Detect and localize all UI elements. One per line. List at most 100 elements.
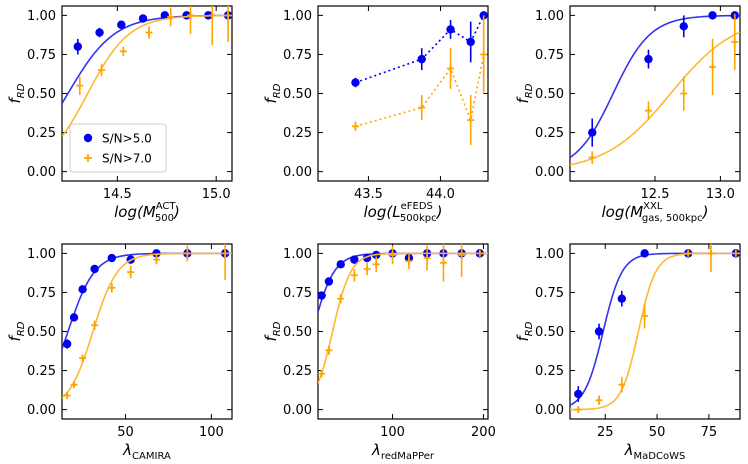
fit-curve-snr5 bbox=[62, 14, 232, 104]
y-tick-label: 0.25 bbox=[283, 126, 312, 141]
y-axis-label: fRD bbox=[6, 321, 27, 341]
fit-curve-snr7 bbox=[62, 14, 232, 137]
data-point-circle bbox=[138, 14, 148, 23]
y-tick-label: 0.00 bbox=[27, 403, 56, 418]
axes-frame bbox=[569, 5, 741, 182]
data-point-circle bbox=[317, 291, 326, 300]
panel-xxl: 0.00 0.25 0.50 0.75 1.00 12.5 13.0 fRD log(MXXL g… bbox=[514, 5, 741, 224]
y-axis-label: fRD bbox=[262, 83, 283, 103]
data-point-circle bbox=[679, 22, 688, 31]
data-point-circle bbox=[574, 389, 583, 399]
y-axis-label: fRD bbox=[6, 83, 27, 103]
x-tick-label: 25 bbox=[597, 425, 614, 440]
y-tick-label: 1.00 bbox=[27, 9, 56, 24]
x-tick-label: 12.5 bbox=[641, 187, 670, 202]
axes-frame bbox=[317, 243, 489, 420]
dotted-line-snr7 bbox=[355, 54, 485, 128]
x-tick-label: 50 bbox=[649, 425, 666, 440]
y-tick-label: 0.50 bbox=[535, 325, 564, 340]
axes-frame bbox=[317, 5, 489, 182]
y-tick-label: 0.25 bbox=[535, 364, 564, 379]
x-tick-label: 43.5 bbox=[354, 187, 383, 202]
y-tick-label: 1.00 bbox=[283, 247, 312, 262]
y-tick-label: 0.75 bbox=[535, 48, 564, 63]
x-tick-label: 15.0 bbox=[202, 187, 231, 202]
y-tick-label: 1.00 bbox=[535, 9, 564, 24]
x-tick-label: 50 bbox=[117, 425, 134, 440]
x-tick-label: 100 bbox=[199, 425, 224, 440]
y-tick-label: 0.25 bbox=[27, 364, 56, 379]
y-tick-label: 0.00 bbox=[283, 165, 312, 180]
y-tick-label: 0.75 bbox=[27, 286, 56, 301]
y-tick-label: 0.00 bbox=[535, 403, 564, 418]
y-tick-label: 1.00 bbox=[535, 247, 564, 262]
x-axis-label: λCAMIRA bbox=[122, 441, 171, 462]
x-axis-label: λMaDCoWS bbox=[624, 441, 686, 462]
y-tick-label: 0.50 bbox=[283, 325, 312, 340]
fit-curve-snr5 bbox=[62, 252, 232, 350]
y-tick-label: 1.00 bbox=[27, 247, 56, 262]
y-tick-label: 0.25 bbox=[283, 364, 312, 379]
y-tick-label: 0.50 bbox=[535, 87, 564, 102]
fit-curve-snr7 bbox=[62, 252, 232, 399]
data-point-circle bbox=[640, 249, 649, 258]
legend-label: S/N>7.0 bbox=[102, 152, 152, 166]
y-tick-label: 0.50 bbox=[283, 87, 312, 102]
data-point-circle bbox=[69, 313, 79, 322]
data-point-circle bbox=[446, 25, 455, 34]
panel-camira: 0.00 0.25 0.50 0.75 1.00 50 100 fRD λCAMIRA bbox=[6, 243, 233, 462]
y-tick-label: 0.75 bbox=[27, 48, 56, 63]
legend-label: S/N>5.0 bbox=[102, 132, 152, 146]
data-point-circle bbox=[117, 20, 126, 29]
data-point-circle bbox=[588, 128, 597, 137]
data-point-circle bbox=[62, 339, 72, 349]
data-point-circle bbox=[594, 327, 604, 336]
fit-curve-snr7 bbox=[570, 31, 740, 166]
y-tick-label: 0.50 bbox=[27, 325, 56, 340]
data-point-circle bbox=[90, 264, 99, 274]
fit-curve-snr5 bbox=[570, 14, 740, 159]
data-point-circle bbox=[95, 28, 104, 37]
data-point-circle bbox=[160, 11, 169, 20]
data-point-circle bbox=[617, 294, 627, 303]
legend-marker-circle bbox=[83, 133, 93, 143]
data-point-circle bbox=[73, 42, 83, 51]
y-tick-label: 0.00 bbox=[27, 165, 56, 180]
fit-curve-snr7 bbox=[318, 252, 488, 384]
y-tick-label: 0.75 bbox=[283, 286, 312, 301]
y-tick-label: 0.00 bbox=[283, 403, 312, 418]
panel-madcows: 0.00 0.25 0.50 0.75 1.00 25 50 75 fRD λMaDCoWS bbox=[514, 243, 741, 462]
data-point-circle bbox=[708, 11, 717, 20]
x-axis-label: log(MACT 500) bbox=[114, 201, 180, 224]
x-axis-label: λredMaPPer bbox=[371, 441, 435, 462]
data-point-circle bbox=[644, 54, 653, 64]
panel-redmapper: 0.00 0.25 0.50 0.75 1.00 100 200 fRD λredMaPPer bbox=[262, 243, 496, 462]
y-tick-label: 0.00 bbox=[535, 165, 564, 180]
data-point-circle bbox=[78, 285, 87, 294]
data-point-circle bbox=[417, 54, 426, 64]
axes-frame bbox=[61, 243, 233, 420]
x-tick-label: 100 bbox=[380, 425, 405, 440]
data-point-circle bbox=[351, 78, 360, 87]
data-point-circle bbox=[152, 249, 161, 258]
data-point-circle bbox=[350, 255, 359, 264]
y-tick-label: 0.25 bbox=[535, 126, 564, 141]
dotted-line-snr5 bbox=[355, 15, 485, 84]
y-tick-label: 0.25 bbox=[27, 126, 56, 141]
data-point-circle bbox=[107, 253, 116, 263]
legend: S/N>5.0 S/N>7.0 bbox=[69, 123, 167, 173]
panel-act: 0.00 0.25 0.50 0.75 1.00 14.5 15.0 fRD log(MACT 5… bbox=[6, 5, 233, 224]
data-point-circle bbox=[466, 37, 475, 47]
x-axis-label: log(LeFEDS 500kpc) bbox=[364, 201, 443, 224]
y-tick-label: 0.75 bbox=[535, 286, 564, 301]
x-tick-label: 14.5 bbox=[103, 187, 132, 202]
x-tick-label: 44.0 bbox=[426, 187, 455, 202]
y-tick-label: 0.50 bbox=[27, 87, 56, 102]
x-tick-label: 200 bbox=[471, 425, 496, 440]
y-axis-label: fRD bbox=[514, 321, 535, 341]
y-tick-label: 0.75 bbox=[283, 48, 312, 63]
y-tick-label: 1.00 bbox=[283, 9, 312, 24]
x-axis-label: log(MXXL gas, 500kpc) bbox=[602, 201, 709, 224]
x-tick-label: 75 bbox=[701, 425, 718, 440]
